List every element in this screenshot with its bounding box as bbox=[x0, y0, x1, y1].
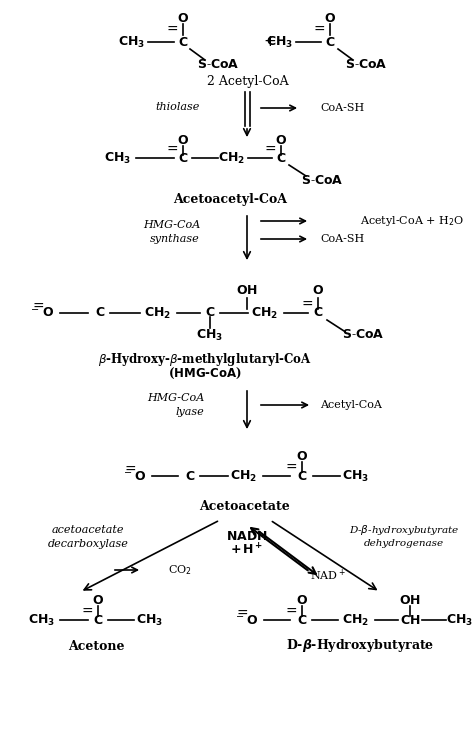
Text: $\mathbf{C}$: $\mathbf{C}$ bbox=[93, 613, 103, 627]
Text: $\mathbf{CH_2}$: $\mathbf{CH_2}$ bbox=[251, 305, 279, 321]
Text: $=$: $=$ bbox=[234, 605, 248, 619]
Text: $\mathbf{CH_2}$: $\mathbf{CH_2}$ bbox=[230, 468, 257, 484]
Text: $=$: $=$ bbox=[164, 21, 178, 35]
Text: $\mathbf{S}$-$\mathbf{CoA}$: $\mathbf{S}$-$\mathbf{CoA}$ bbox=[197, 58, 239, 70]
Text: $\mathbf{CH_3}$: $\mathbf{CH_3}$ bbox=[118, 34, 146, 50]
Text: $\mathbf{CH_2}$: $\mathbf{CH_2}$ bbox=[342, 613, 370, 627]
Text: $\mathbf{O}$: $\mathbf{O}$ bbox=[296, 449, 308, 463]
Text: $\mathbf{+\,H^+}$: $\mathbf{+\,H^+}$ bbox=[230, 542, 264, 558]
Text: $\mathbf{O}$: $\mathbf{O}$ bbox=[42, 307, 54, 319]
Text: $+$: $+$ bbox=[264, 35, 276, 49]
Text: $=$: $=$ bbox=[122, 461, 137, 475]
Text: $\mathbf{C}$: $\mathbf{C}$ bbox=[325, 35, 335, 48]
Text: $\mathbf{S}$-$\mathbf{CoA}$: $\mathbf{S}$-$\mathbf{CoA}$ bbox=[342, 329, 384, 342]
Text: $\mathbf{CH_2}$: $\mathbf{CH_2}$ bbox=[219, 151, 246, 165]
Text: $\mathbf{CH_3}$: $\mathbf{CH_3}$ bbox=[196, 327, 224, 343]
Text: $=$: $=$ bbox=[299, 296, 313, 310]
Text: $\mathbf{O}$: $\mathbf{O}$ bbox=[246, 613, 258, 627]
Text: $=$: $=$ bbox=[29, 298, 45, 312]
Text: $\mathbf{NADH}$: $\mathbf{NADH}$ bbox=[226, 529, 268, 542]
Text: $\mathbf{O}$: $\mathbf{O}$ bbox=[134, 469, 146, 482]
Text: Acetoacetate: Acetoacetate bbox=[199, 499, 289, 512]
Text: $\mathbf{CH_3}$: $\mathbf{CH_3}$ bbox=[266, 34, 293, 50]
Text: $=$: $=$ bbox=[164, 141, 178, 155]
Text: $\mathbf{C}$: $\mathbf{C}$ bbox=[313, 307, 323, 319]
Text: Acetoacetyl-CoA: Acetoacetyl-CoA bbox=[173, 193, 287, 206]
Text: NAD$^+$: NAD$^+$ bbox=[310, 567, 346, 583]
Text: $=$: $=$ bbox=[79, 603, 93, 617]
Text: $\mathbf{S}$-$\mathbf{CoA}$: $\mathbf{S}$-$\mathbf{CoA}$ bbox=[345, 58, 387, 70]
Text: HMG-CoA: HMG-CoA bbox=[147, 393, 204, 403]
Text: $\mathbf{C}$: $\mathbf{C}$ bbox=[297, 613, 307, 627]
Text: D-$\boldsymbol{\beta}$-Hydroxybutyrate: D-$\boldsymbol{\beta}$-Hydroxybutyrate bbox=[286, 638, 434, 654]
Text: $\mathbf{OH}$: $\mathbf{OH}$ bbox=[236, 285, 258, 297]
Text: $\mathbf{C}$: $\mathbf{C}$ bbox=[95, 307, 105, 319]
Text: $\mathbf{CH_3}$: $\mathbf{CH_3}$ bbox=[137, 613, 164, 627]
Text: ($\mathbf{HMG}$-$\mathbf{CoA}$): ($\mathbf{HMG}$-$\mathbf{CoA}$) bbox=[168, 365, 242, 381]
Text: decarboxylase: decarboxylase bbox=[47, 539, 128, 549]
Text: $=$: $=$ bbox=[310, 21, 326, 35]
Text: acetoacetate: acetoacetate bbox=[52, 525, 124, 535]
Text: $^{-}$: $^{-}$ bbox=[123, 469, 133, 483]
Text: $\mathbf{CH_3}$: $\mathbf{CH_3}$ bbox=[342, 468, 370, 484]
Text: dehydrogenase: dehydrogenase bbox=[364, 539, 444, 548]
Text: $\mathbf{CH_3}$: $\mathbf{CH_3}$ bbox=[104, 151, 132, 165]
Text: 2 Acetyl-CoA: 2 Acetyl-CoA bbox=[207, 75, 289, 89]
Text: $\mathbf{O}$: $\mathbf{O}$ bbox=[312, 285, 324, 297]
Text: $\mathit{\beta}$-Hydroxy-$\mathit{\beta}$-methylglutaryl-CoA: $\mathit{\beta}$-Hydroxy-$\mathit{\beta}… bbox=[98, 351, 312, 367]
Text: Acetyl-CoA: Acetyl-CoA bbox=[320, 400, 382, 410]
Text: $\mathbf{C}$: $\mathbf{C}$ bbox=[178, 35, 188, 48]
Text: lyase: lyase bbox=[175, 407, 204, 417]
Text: $\mathbf{C}$: $\mathbf{C}$ bbox=[178, 152, 188, 165]
Text: $\mathbf{O}$: $\mathbf{O}$ bbox=[324, 12, 336, 24]
Text: $=$: $=$ bbox=[283, 603, 297, 617]
Text: $\mathbf{OH}$: $\mathbf{OH}$ bbox=[399, 594, 421, 607]
Text: $\mathbf{C}$: $\mathbf{C}$ bbox=[185, 469, 195, 482]
Text: $\mathbf{O}$: $\mathbf{O}$ bbox=[296, 594, 308, 607]
Text: $^{-}$: $^{-}$ bbox=[236, 613, 245, 627]
Text: $=$: $=$ bbox=[262, 141, 276, 155]
Text: Acetyl-CoA + H$_2$O: Acetyl-CoA + H$_2$O bbox=[360, 214, 464, 228]
Text: $\mathbf{O}$: $\mathbf{O}$ bbox=[275, 133, 287, 146]
Text: synthase: synthase bbox=[150, 234, 200, 244]
Text: $\mathbf{O}$: $\mathbf{O}$ bbox=[177, 133, 189, 146]
Text: $\mathbf{S}$-$\mathbf{CoA}$: $\mathbf{S}$-$\mathbf{CoA}$ bbox=[301, 173, 343, 187]
Text: $\mathbf{CH}$: $\mathbf{CH}$ bbox=[400, 613, 420, 627]
Text: $\mathbf{O}$: $\mathbf{O}$ bbox=[177, 12, 189, 24]
Text: CoA-SH: CoA-SH bbox=[320, 234, 364, 244]
Text: CoA-SH: CoA-SH bbox=[320, 103, 364, 113]
Text: $\mathbf{CH_3}$: $\mathbf{CH_3}$ bbox=[447, 613, 474, 627]
Text: CO$_2$: CO$_2$ bbox=[168, 563, 192, 577]
Text: $\mathbf{CH_3}$: $\mathbf{CH_3}$ bbox=[28, 613, 55, 627]
Text: HMG-CoA: HMG-CoA bbox=[143, 220, 200, 230]
Text: $\mathbf{C}$: $\mathbf{C}$ bbox=[205, 307, 215, 319]
Text: $\mathbf{C}$: $\mathbf{C}$ bbox=[297, 469, 307, 482]
Text: $\mathbf{CH_2}$: $\mathbf{CH_2}$ bbox=[145, 305, 172, 321]
Text: $=$: $=$ bbox=[283, 459, 297, 473]
Text: $\mathbf{C}$: $\mathbf{C}$ bbox=[276, 152, 286, 165]
Text: $\mathbf{O}$: $\mathbf{O}$ bbox=[92, 594, 104, 607]
Text: D-$\beta$-hydroxybutyrate: D-$\beta$-hydroxybutyrate bbox=[349, 523, 459, 537]
Text: $^{-}$: $^{-}$ bbox=[30, 306, 40, 320]
Text: thiolase: thiolase bbox=[155, 102, 200, 112]
Text: Acetone: Acetone bbox=[68, 640, 124, 652]
